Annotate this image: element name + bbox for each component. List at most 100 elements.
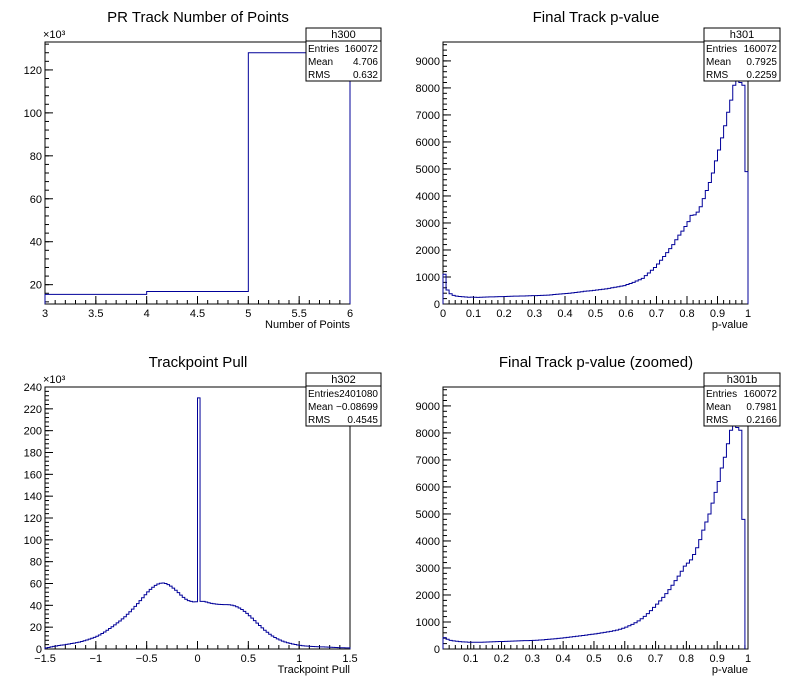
x-axis-label: p-value [712,664,748,676]
histogram-series [442,63,749,304]
y-tick-label: 120 [24,65,42,77]
stats-box-name: h302 [331,374,355,386]
x-tick-label: 3.5 [88,308,103,320]
x-tick-label: 6 [347,308,353,320]
stats-row-value: 0.2259 [746,70,777,81]
stats-row-label: Mean [706,402,731,413]
x-tick-label: 0.8 [679,308,694,320]
x-tick-label: 1 [745,308,751,320]
y-tick-label: 0 [36,644,42,656]
stats-box-name: h301b [727,374,758,386]
histogram-series [44,52,351,304]
x-tick-label: 5.5 [292,308,307,320]
stats-row-value: −0.08699 [336,402,378,413]
x-tick-label: 3 [42,308,48,320]
y-tick-label: 4000 [416,536,440,548]
y-tick-label: 3000 [416,563,440,575]
panel-pr-track-number-of-points: PR Track Number of Points 3 3.5 4 4.5 5 5.5 6 20… [24,9,382,331]
y-exponent-label: ×10³ [43,29,66,41]
x-tick-label: 0.2 [496,308,511,320]
stats-row-value: 160072 [345,44,379,55]
stats-row-value: 4.706 [353,57,378,68]
x-tick-label: 0.7 [649,308,664,320]
y-tick-label: 20 [30,280,42,292]
y-tick-label: 0 [434,299,440,311]
x-tick-label: 0.5 [586,653,601,665]
chart-title: PR Track Number of Points [107,9,289,26]
y-tick-label: 9000 [416,56,440,68]
stats-row-value: 0.7925 [746,57,777,68]
x-tick-label: −1 [90,653,103,665]
y-tick-label: 8000 [416,83,440,95]
y-tick-label: 2000 [416,590,440,602]
y-tick-label: 100 [24,108,42,120]
stats-row-label: Mean [706,57,731,68]
chart-title: Trackpoint Pull [149,354,248,371]
stats-row-value: 160072 [744,389,778,400]
y-tick-label: 1000 [416,272,440,284]
stats-row-label: Entries [706,44,737,55]
stats-row-value: 0.632 [353,70,378,81]
stats-row-value: 0.4545 [347,415,378,426]
y-tick-label: 240 [24,382,42,394]
x-tick-label: 0.7 [648,653,663,665]
y-tick-label: 40 [30,237,42,249]
stats-row-label: Mean [308,402,333,413]
stats-row-label: RMS [706,415,729,426]
panel-trackpoint-pull: Trackpoint Pull −1.5 −1 −0.5 0 0.5 1 1.5 0 20 40 60… [24,354,382,676]
x-tick-label: −0.5 [136,653,158,665]
x-tick-label: 4 [144,308,150,320]
stats-row-label: RMS [706,70,729,81]
y-tick-label: 20 [30,622,42,634]
x-tick-label: −1.5 [34,653,56,665]
y-tick-label: 7000 [416,455,440,467]
plot-frame [442,386,749,650]
x-tick-label: 1.5 [342,653,357,665]
x-tick-label: 0 [194,653,200,665]
x-tick-label: 1 [745,653,751,665]
y-tick-label: 1000 [416,617,440,629]
stats-box-frame [305,372,382,427]
stats-box-frame [703,372,781,427]
histogram-series [442,416,746,649]
y-tick-label: 6000 [416,482,440,494]
x-tick-label: 0.9 [710,308,725,320]
y-tick-label: 3000 [416,218,440,230]
x-tick-label: 0.4 [556,653,571,665]
x-tick-label: 0.9 [710,653,725,665]
x-tick-label: 0.6 [617,653,632,665]
stats-row-value: 160072 [744,44,778,55]
y-tick-label: 5000 [416,164,440,176]
stats-box: h301 Entries 160072 Mean 0.7925 RMS 0.2259 [703,27,781,82]
y-tick-label: 80 [30,557,42,569]
y-tick-label: 120 [24,513,42,525]
panel-final-track-pvalue: Final Track p-value 0 0.1 0.2 0.3 0.4 0.5 0.6 0.… [416,9,781,331]
stats-box: h300 Entries 160072 Mean 4.706 RMS 0.632 [305,27,382,82]
y-tick-label: 8000 [416,428,440,440]
x-tick-label: 0.5 [241,653,256,665]
plot-frame [44,41,351,305]
y-tick-label: 200 [24,426,42,438]
stats-row-value: 0.2166 [746,415,777,426]
y-tick-label: 140 [24,491,42,503]
x-tick-label: 1 [296,653,302,665]
y-tick-label: 40 [30,600,42,612]
stats-box: h301b Entries 160072 Mean 0.7981 RMS 0.2166 [703,372,781,427]
y-tick-label: 80 [30,151,42,163]
x-tick-label: 0.6 [618,308,633,320]
x-axis-label: p-value [712,319,748,331]
stats-box: h302 Entries 2401080 Mean −0.08699 RMS 0.4545 [305,372,382,427]
x-tick-label: 0.3 [525,653,540,665]
y-tick-label: 4000 [416,191,440,203]
y-tick-label: 60 [30,579,42,591]
x-tick-label: 0.2 [494,653,509,665]
y-tick-label: 100 [24,535,42,547]
y-tick-label: 7000 [416,110,440,122]
stats-box-frame [703,27,781,82]
y-tick-label: 5000 [416,509,440,521]
stats-row-label: RMS [308,415,331,426]
stats-row-label: Entries [308,44,339,55]
x-tick-label: 0.4 [557,308,572,320]
x-tick-label: 5 [245,308,251,320]
